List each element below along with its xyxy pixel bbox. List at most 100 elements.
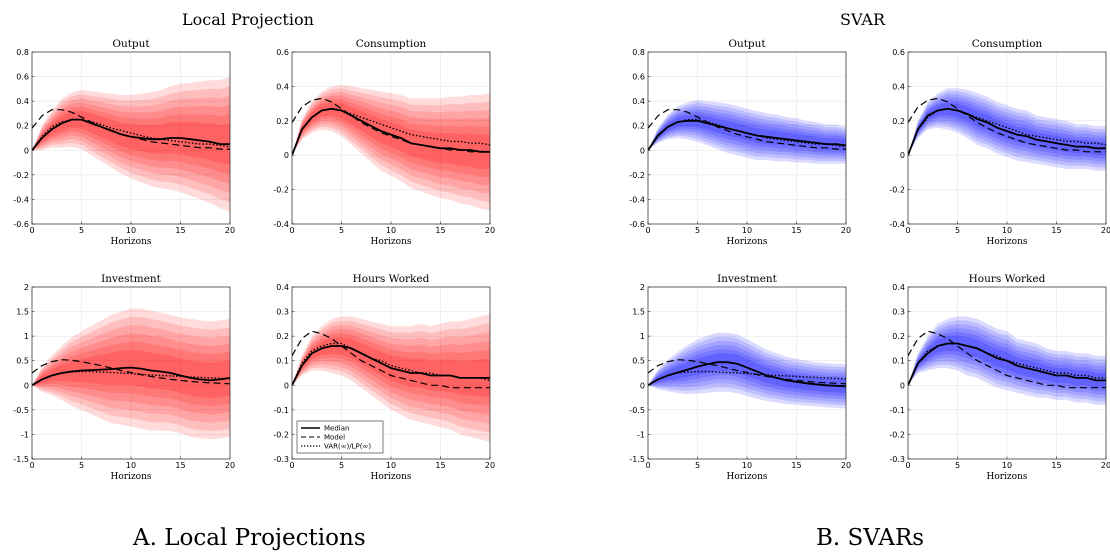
x-tick-label: 0 bbox=[905, 461, 910, 470]
x-tick-label: 15 bbox=[791, 461, 801, 470]
x-tick-label: 15 bbox=[1051, 461, 1061, 470]
x-tick-label: 10 bbox=[386, 461, 396, 470]
x-axis-label: Horizons bbox=[726, 472, 767, 482]
legend-label: Median bbox=[324, 424, 349, 432]
fan-band bbox=[292, 102, 490, 170]
fan-chart bbox=[292, 314, 490, 442]
subplot-title: Hours Worked bbox=[969, 273, 1046, 285]
y-tick-label: 0 bbox=[284, 381, 289, 390]
x-tick-label: 20 bbox=[841, 461, 851, 470]
y-tick-label: -1 bbox=[637, 430, 645, 439]
subplot-svar-investment: 0 5 10 15 20 -1.5 -1 -0.5 0 0.5 1 1.5 2 Investment Hor… bbox=[629, 273, 851, 482]
subplot-lp-consumption: 0 5 10 15 20 -0.4 -0.2 0 0.2 0.4 0.6 Consumption Hor… bbox=[273, 38, 495, 247]
y-tick-label: 0.2 bbox=[276, 332, 289, 341]
y-tick-label: 0.8 bbox=[632, 48, 645, 57]
subplot-title: Investment bbox=[101, 273, 162, 285]
legend-label: Model bbox=[324, 433, 345, 441]
y-tick-label: -0.3 bbox=[273, 455, 289, 464]
y-tick-label: 0 bbox=[284, 151, 289, 160]
y-tick-label: 1 bbox=[24, 332, 29, 341]
series-line-model bbox=[908, 330, 1106, 389]
y-tick-label: 0.2 bbox=[632, 122, 645, 131]
x-tick-label: 10 bbox=[742, 226, 752, 235]
x-tick-label: 0 bbox=[645, 226, 650, 235]
x-tick-label: 0 bbox=[29, 226, 34, 235]
y-tick-label: 1.5 bbox=[632, 308, 645, 317]
series-line-var-lp bbox=[32, 118, 230, 151]
x-tick-label: 20 bbox=[1101, 461, 1110, 470]
x-tick-label: 15 bbox=[175, 226, 185, 235]
fan-band bbox=[908, 93, 1106, 165]
fan-band bbox=[32, 102, 230, 184]
x-tick-label: 10 bbox=[742, 461, 752, 470]
y-tick-label: 0 bbox=[24, 381, 29, 390]
x-tick-label: 15 bbox=[435, 226, 445, 235]
fan-chart bbox=[292, 84, 490, 211]
y-tick-label: -0.3 bbox=[889, 455, 905, 464]
y-tick-label: 0.2 bbox=[276, 117, 289, 126]
irf-figure: 0 5 10 15 20-0.6-0.4-0.200.20.40.60.8OutputH… bbox=[13, 38, 1110, 482]
fan-band bbox=[908, 88, 1106, 171]
y-tick-label: -0.1 bbox=[889, 406, 905, 415]
x-tick-label: 15 bbox=[175, 461, 185, 470]
x-tick-label: 0 bbox=[289, 226, 294, 235]
series-line-model bbox=[292, 97, 490, 153]
x-tick-label: 0 bbox=[289, 461, 294, 470]
x-tick-label: 10 bbox=[126, 226, 136, 235]
y-tick-label: 0 bbox=[900, 151, 905, 160]
y-tick-label: -0.4 bbox=[13, 195, 29, 204]
fan-band bbox=[648, 341, 846, 403]
series-line-model bbox=[292, 330, 490, 389]
y-tick-label: 0.2 bbox=[16, 122, 29, 131]
fan-band bbox=[32, 86, 230, 203]
x-tick-label: 5 bbox=[79, 226, 84, 235]
y-tick-label: 0.4 bbox=[892, 82, 905, 91]
x-tick-label: 0 bbox=[905, 226, 910, 235]
fan-band bbox=[292, 95, 490, 186]
subplot-title: Consumption bbox=[356, 38, 427, 50]
y-tick-label: -0.4 bbox=[629, 195, 645, 204]
y-tick-label: 0.6 bbox=[16, 73, 29, 82]
y-tick-label: -1.5 bbox=[13, 455, 29, 464]
y-tick-label: 0.4 bbox=[16, 97, 29, 106]
x-tick-label: 15 bbox=[435, 461, 445, 470]
fan-band bbox=[292, 324, 490, 424]
fan-band bbox=[32, 76, 230, 212]
y-tick-label: -0.2 bbox=[629, 171, 645, 180]
series-line-model bbox=[32, 109, 230, 150]
x-tick-label: 5 bbox=[79, 461, 84, 470]
y-tick-label: -0.4 bbox=[273, 220, 289, 229]
subplot-lp-hours-worked: 0 5 10 15 20 -0.3 -0.2 -0.1 0 0.1 0.2 0.3 0.4 Hours W… bbox=[273, 273, 495, 482]
y-tick-label: -1.5 bbox=[629, 455, 645, 464]
x-tick-label: 20 bbox=[1101, 226, 1110, 235]
fan-chart bbox=[32, 308, 230, 440]
x-axis-label: Horizons bbox=[110, 472, 151, 482]
y-tick-label: 0.5 bbox=[632, 357, 645, 366]
x-axis-label: Horizons bbox=[110, 237, 151, 247]
series-line-var-lp bbox=[908, 342, 1106, 386]
panel-title-svar: SVAR bbox=[840, 10, 886, 29]
y-tick-label: -0.2 bbox=[273, 430, 289, 439]
fan-band bbox=[908, 96, 1106, 162]
subplot-title: Output bbox=[728, 38, 766, 50]
y-tick-label: -0.5 bbox=[13, 406, 29, 415]
series-line-median bbox=[908, 107, 1106, 156]
y-tick-label: 0 bbox=[640, 146, 645, 155]
x-tick-label: 5 bbox=[695, 226, 700, 235]
x-tick-label: 0 bbox=[645, 461, 650, 470]
fan-band bbox=[32, 106, 230, 174]
series-line-var-lp bbox=[648, 118, 846, 151]
x-axis-label: Horizons bbox=[370, 472, 411, 482]
y-tick-label: -0.4 bbox=[889, 220, 905, 229]
fan-band bbox=[292, 98, 490, 178]
x-tick-label: 20 bbox=[225, 226, 235, 235]
legend-label: VAR(∞)/LP(∞) bbox=[324, 442, 371, 450]
x-tick-label: 15 bbox=[1051, 226, 1061, 235]
series-line-var-lp bbox=[292, 342, 490, 386]
y-tick-label: 1.5 bbox=[16, 308, 29, 317]
y-tick-label: 2 bbox=[640, 283, 645, 292]
series-line-model bbox=[648, 359, 846, 385]
series-line-model bbox=[908, 97, 1106, 153]
series-line-var-lp bbox=[32, 370, 230, 386]
x-tick-label: 10 bbox=[1002, 461, 1012, 470]
